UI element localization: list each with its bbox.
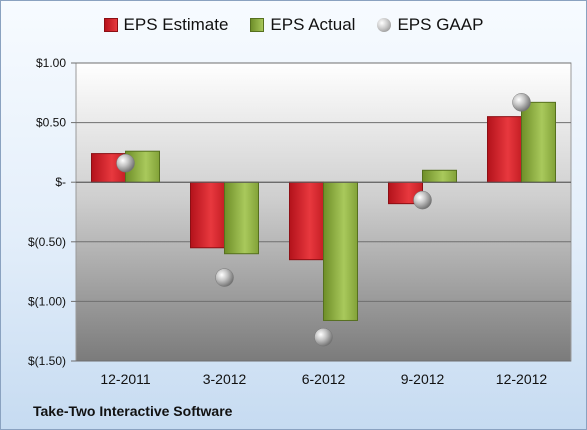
legend-item-eps-actual: EPS Actual bbox=[250, 15, 355, 35]
x-tick-label: 12-2012 bbox=[496, 371, 548, 387]
legend-swatch-eps-actual bbox=[250, 18, 265, 32]
bar-eps-actual-6-2012 bbox=[323, 181, 358, 321]
y-tick-label: $(1.50) bbox=[28, 354, 66, 368]
legend-swatch-eps-gaap bbox=[377, 18, 392, 32]
y-tick-label: $1.00 bbox=[36, 56, 66, 70]
marker-eps-gaap-12-2011 bbox=[116, 153, 135, 173]
marker-eps-gaap-12-2012 bbox=[512, 93, 531, 112]
x-tick-label: 9-2012 bbox=[401, 371, 445, 387]
x-tick-label: 6-2012 bbox=[302, 371, 346, 387]
marker-eps-gaap-9-2012 bbox=[413, 190, 432, 210]
chart-legend: EPS Estimate EPS Actual EPS GAAP bbox=[1, 15, 586, 35]
legend-label-eps-gaap: EPS GAAP bbox=[397, 15, 484, 34]
x-tick-label: 3-2012 bbox=[203, 371, 247, 387]
x-tick-label: 12-2011 bbox=[100, 371, 151, 387]
bar-eps-estimate-3-2012 bbox=[190, 181, 225, 249]
y-tick-label: $0.50 bbox=[36, 116, 66, 130]
marker-eps-gaap-3-2012 bbox=[215, 268, 234, 287]
legend-label-eps-actual: EPS Actual bbox=[270, 15, 356, 34]
y-tick-label: $- bbox=[55, 175, 66, 189]
bar-eps-actual-3-2012 bbox=[224, 181, 259, 255]
bar-eps-estimate-6-2012 bbox=[289, 181, 324, 261]
legend-item-eps-gaap: EPS GAAP bbox=[377, 15, 483, 35]
legend-label-eps-estimate: EPS Estimate bbox=[123, 15, 229, 34]
company-name: Take-Two Interactive Software bbox=[33, 403, 233, 419]
legend-item-eps-estimate: EPS Estimate bbox=[103, 15, 229, 35]
bar-eps-estimate-12-2012 bbox=[487, 116, 522, 183]
y-tick-label: $(1.00) bbox=[28, 294, 66, 308]
marker-eps-gaap-6-2012 bbox=[314, 327, 333, 347]
bar-eps-actual-12-2012 bbox=[521, 101, 556, 183]
y-tick-label: $(0.50) bbox=[28, 235, 66, 249]
bar-eps-actual-9-2012 bbox=[422, 169, 457, 183]
legend-swatch-eps-estimate bbox=[103, 18, 118, 32]
